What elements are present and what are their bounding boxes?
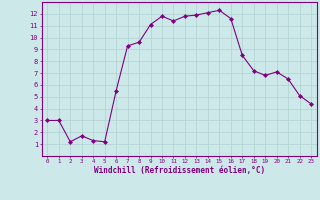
X-axis label: Windchill (Refroidissement éolien,°C): Windchill (Refroidissement éolien,°C) xyxy=(94,166,265,175)
